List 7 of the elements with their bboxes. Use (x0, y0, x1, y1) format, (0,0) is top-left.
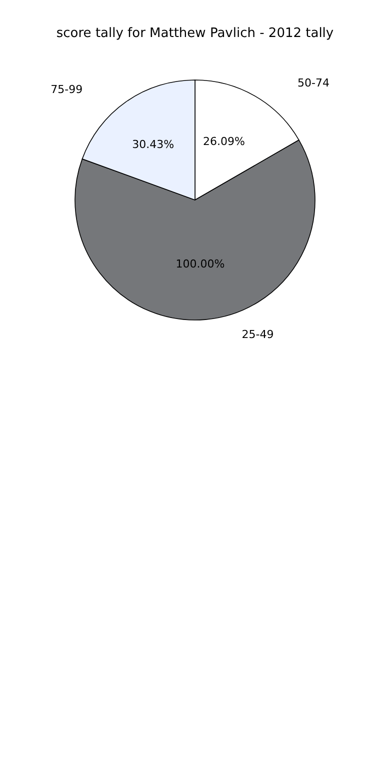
data-label: 100.00% (176, 258, 225, 271)
slice-label: 50-74 (298, 76, 330, 90)
data-label: 30.43% (132, 138, 174, 151)
slice-label: 25-49 (242, 328, 274, 341)
slice-label: 75-99 (50, 82, 83, 96)
data-label: 26.09% (203, 134, 245, 148)
chart-title: score tally for Matthew Pavlich - 2012 tally (56, 26, 334, 41)
